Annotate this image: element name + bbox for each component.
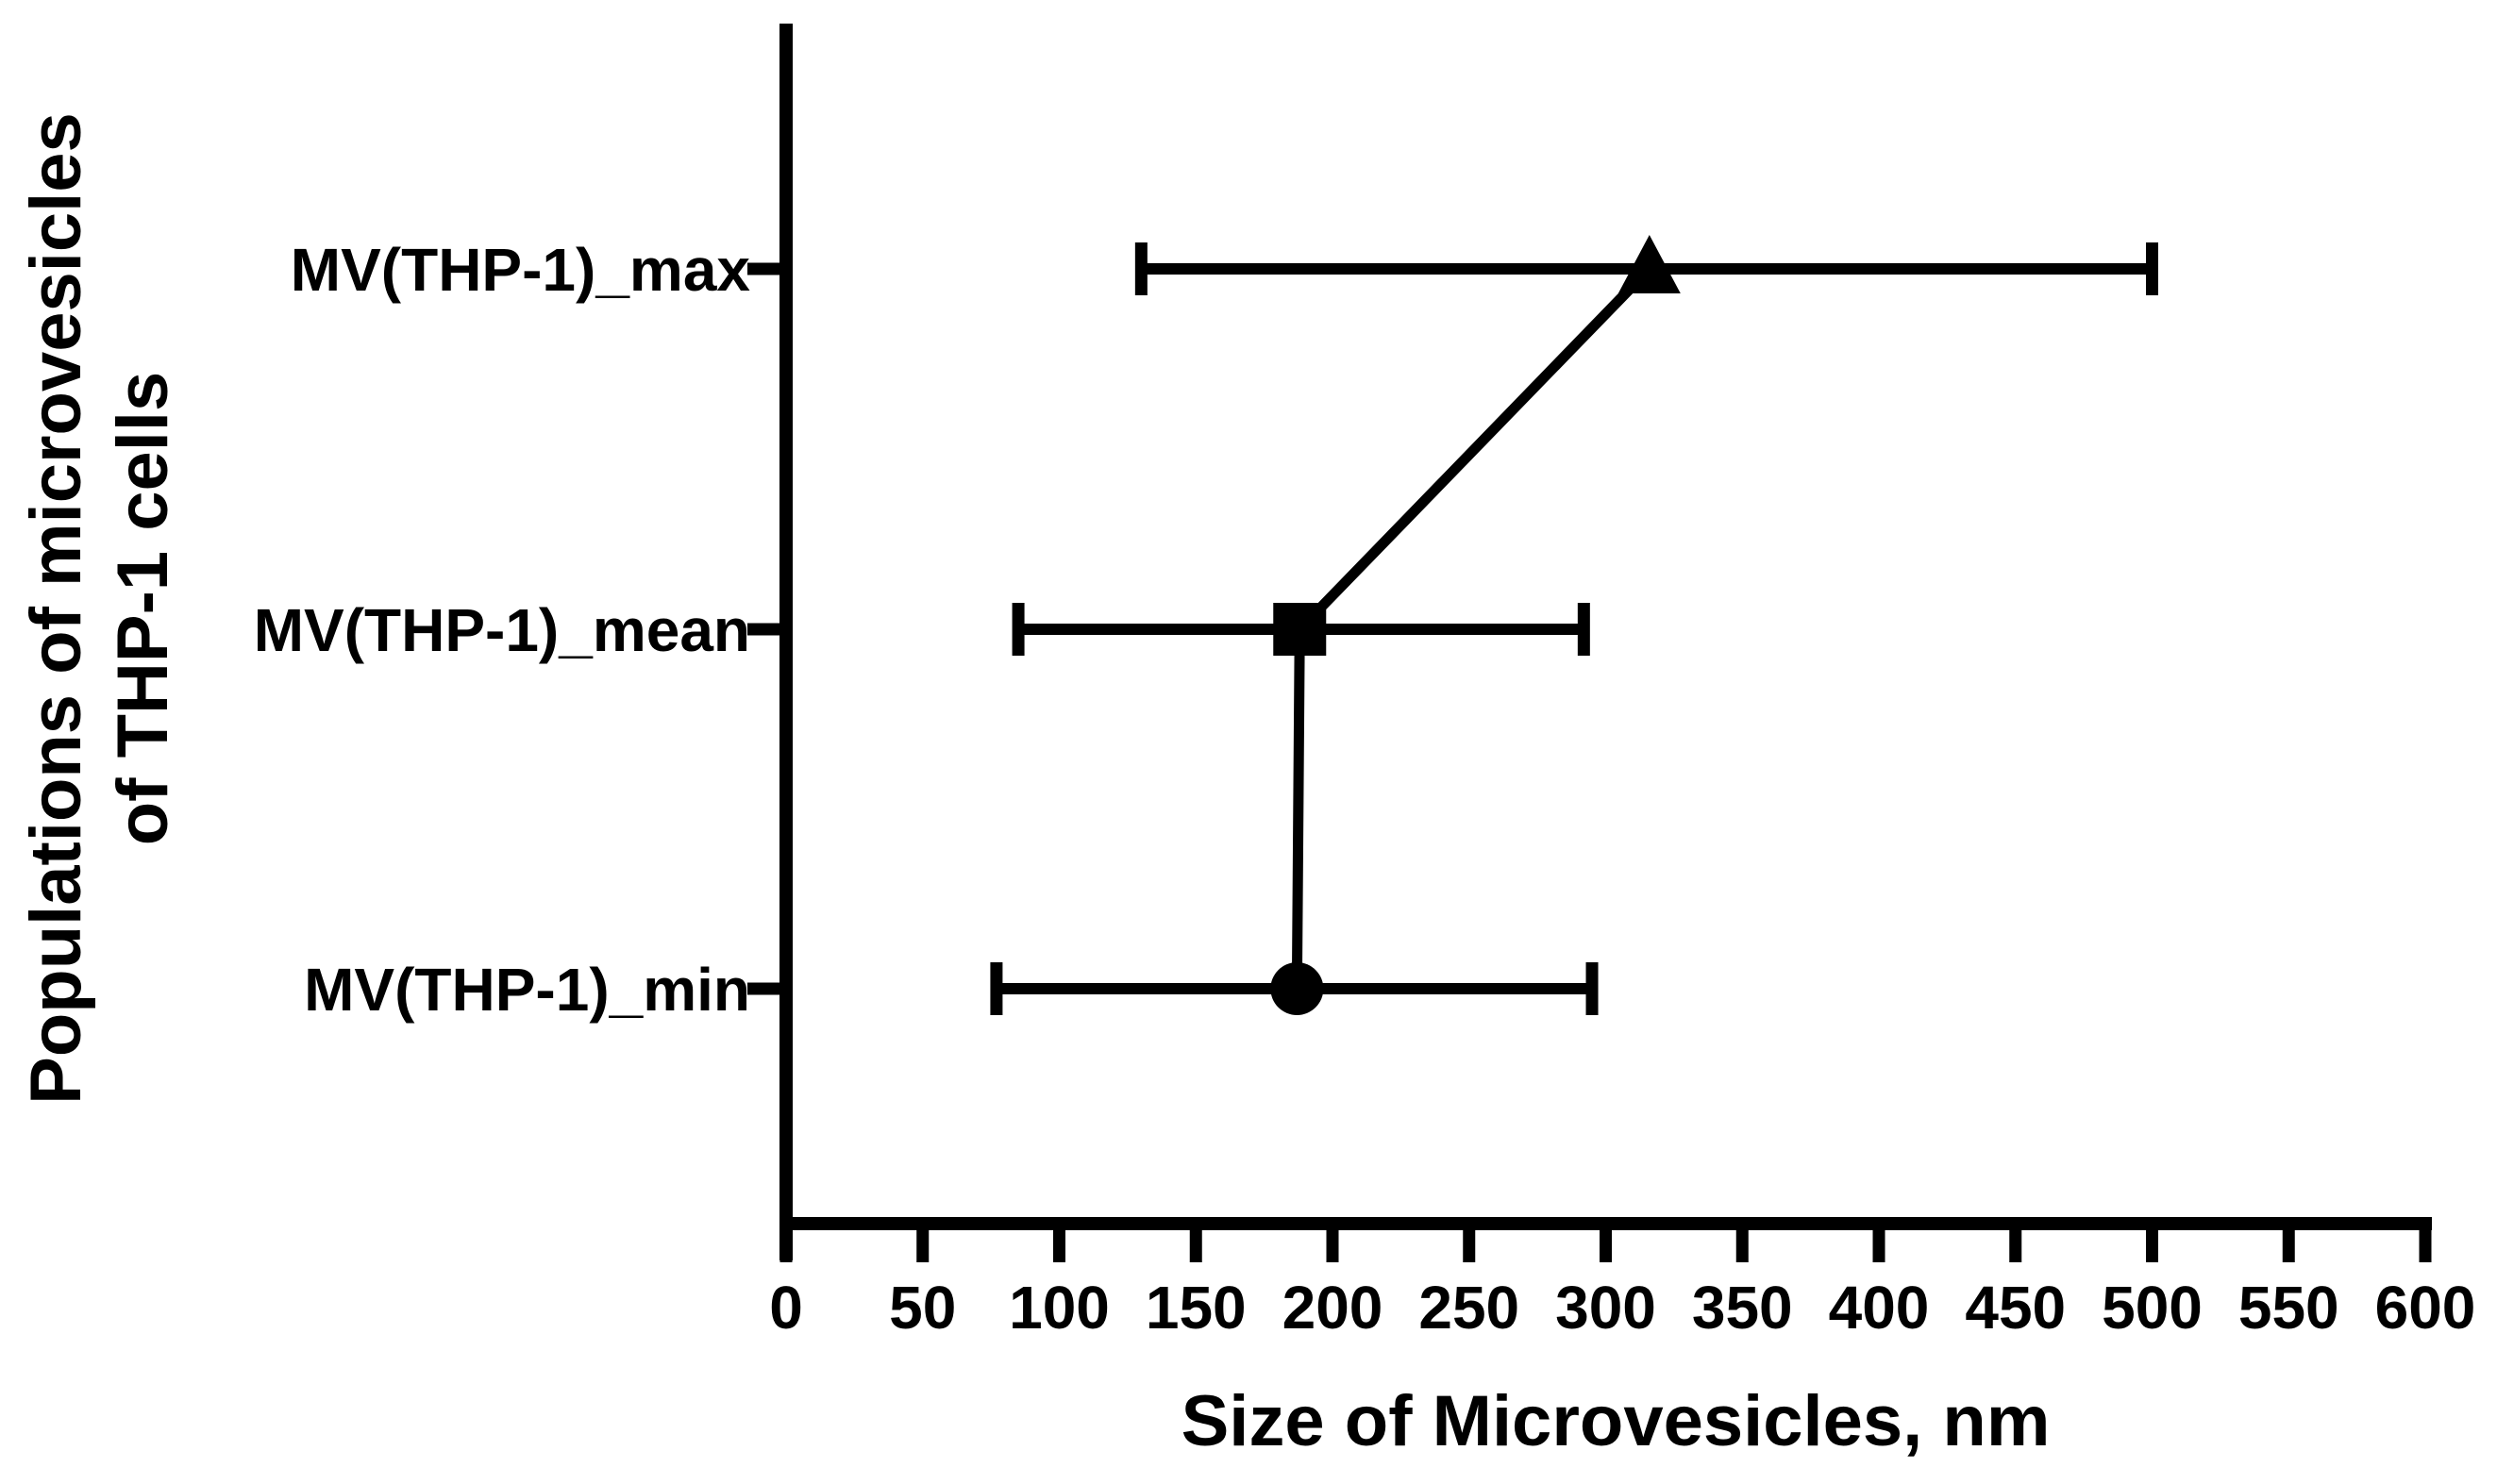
x-tick-label-100: 100 [1009,1274,1110,1342]
x-tick-label-450: 450 [1965,1274,2066,1342]
x-tick-label-600: 600 [2375,1274,2476,1342]
x-tick-label-550: 550 [2238,1274,2339,1342]
x-tick-label-300: 300 [1555,1274,1656,1342]
y-category-label-2: MV(THP-1)_min [304,956,750,1024]
y-category-label-1: MV(THP-1)_mean [254,596,750,664]
marker-triangle-up-0 [1617,235,1681,293]
y-category-label-0: MV(THP-1)_max [291,236,751,304]
x-tick-label-400: 400 [1829,1274,1930,1342]
x-tick-label-350: 350 [1692,1274,1793,1342]
x-tick-label-250: 250 [1418,1274,1519,1342]
x-tick-label-500: 500 [2102,1274,2203,1342]
y-axis-title-line2: of THP-1 cells [103,372,183,846]
x-axis-title: Size of Microvesicles, nm [1181,1381,2051,1461]
x-tick-label-150: 150 [1146,1274,1247,1342]
marker-square-1 [1273,603,1327,656]
x-tick-label-0: 0 [769,1274,803,1342]
marker-circle-2 [1270,962,1324,1015]
x-tick-label-200: 200 [1282,1274,1383,1342]
plot-area: 0 50 100 150 200 250 300 350 400 450 500 550 600 MV(T… [254,24,2476,1342]
x-tick-label-50: 50 [889,1274,956,1342]
y-axis-title-line1: Populations of microvesicles [16,112,96,1105]
